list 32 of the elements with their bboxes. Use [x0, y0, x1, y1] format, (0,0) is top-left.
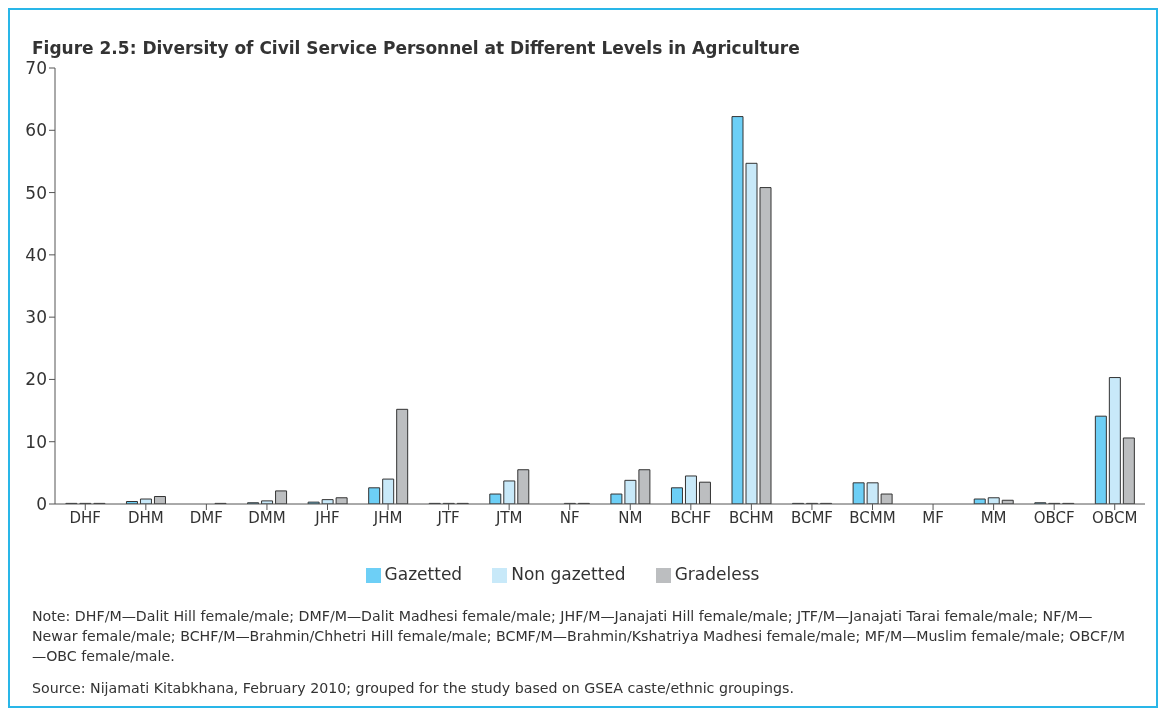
x-tick-label: JHM	[372, 508, 403, 527]
x-tick-label: JTM	[494, 508, 523, 527]
text: Note: DHF/M—Dalit Hill female/male; DMF/M—Dalit Madhesi female/male; JHF/M—Janajati Hill female/male; JTF/M—Janajati Tarai female/male; NF/M—Newar female/male; BCHF/M—Brahmin/Chhetri Hill female/male; BCMF/M—Brahmin/Kshatriya Madhesi female/male; MF/M—Muslim female/male; OBCF/M—OBC female/male.	[32, 607, 1127, 666]
y-tick-label: 60	[25, 120, 47, 141]
x-tick-label: DHF	[69, 508, 102, 527]
x-tick-label: BCMF	[790, 508, 833, 527]
x-tick-label: MM	[980, 508, 1007, 527]
x-tick-label: OBCF	[1033, 508, 1075, 527]
y-tick-label: 20	[25, 369, 47, 390]
x-tick-label: JTF	[436, 508, 460, 527]
legend-label: Gazetted	[384, 564, 463, 584]
x-tick-label: BCHM	[729, 508, 774, 527]
y-tick-label: 0	[36, 494, 47, 515]
y-tick-label: 50	[25, 182, 47, 203]
source-note: Source: Nijamati Kitabkhana, February 2010; grouped for the study based on GSEA caste/ethnic groupings.	[32, 679, 795, 698]
y-tick-label: 10	[25, 431, 47, 452]
y-tick-label: 30	[25, 307, 47, 328]
x-tick-label: DMM	[248, 508, 286, 527]
y-tick-label: 40	[25, 244, 47, 265]
x-tick-label: OBCM	[1092, 508, 1138, 527]
y-tick-label: 70	[25, 58, 47, 79]
x-tick-label: NF	[559, 508, 580, 527]
x-tick-label: MF	[922, 508, 944, 527]
x-tick-label: BCHF	[670, 508, 712, 527]
chart-title: Figure 2.5: Diversity of Civil Service Personnel at Different Levels in Agriculture	[32, 38, 800, 58]
legend-label: Gradeless	[674, 564, 760, 584]
x-tick-label: DMF	[189, 508, 223, 527]
x-tick-label: NM	[618, 508, 643, 527]
x-tick-label: BCMM	[849, 508, 896, 527]
x-tick-label: JHF	[314, 508, 340, 527]
legend-label: Non gazetted	[511, 564, 626, 584]
x-tick-label: DHM	[127, 508, 164, 527]
